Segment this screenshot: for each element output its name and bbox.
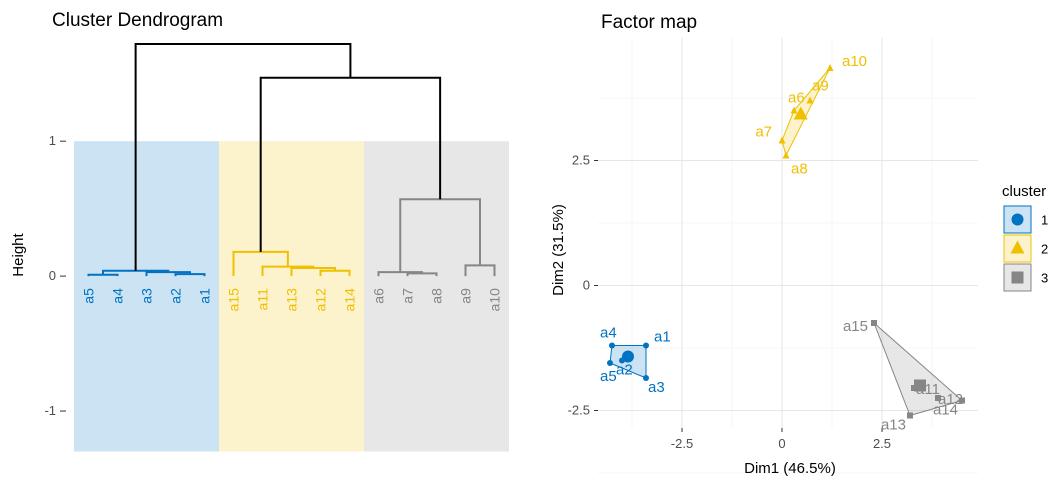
legend-marker-3 <box>1011 271 1024 284</box>
centroid-3 <box>914 379 926 392</box>
dendrogram-branch <box>134 43 352 271</box>
dendrogram-branch <box>145 271 191 277</box>
leaf-label: a5 <box>81 288 97 304</box>
leaf-label: a13 <box>284 288 300 312</box>
centroid-1 <box>622 350 634 363</box>
leaf-label: a14 <box>342 288 358 312</box>
x-axis-title: Dim1 (46.5%) <box>744 460 836 477</box>
leaf-label: a1 <box>197 288 213 304</box>
leaf-label: a8 <box>429 288 445 304</box>
y-tick-label: 0 <box>583 278 590 293</box>
leaf-label: a4 <box>110 288 126 304</box>
point-label-a6: a6 <box>788 90 805 107</box>
dendrogram-branch <box>261 265 315 277</box>
y-tick-label: -1 <box>44 403 56 418</box>
point-a13 <box>907 412 913 419</box>
leaf-label: a12 <box>313 288 329 312</box>
legend-label-3: 3 <box>1041 271 1048 286</box>
point-label-a10: a10 <box>842 53 867 70</box>
leaf-label: a6 <box>371 288 387 304</box>
point-a5 <box>607 360 613 366</box>
leaf-label: a15 <box>226 288 242 312</box>
leaf-label: a10 <box>487 288 503 312</box>
centroid-2 <box>793 106 808 120</box>
point-label-a5: a5 <box>600 368 617 385</box>
x-tick-label: -2.5 <box>671 436 693 451</box>
y-axis-title: Dim2 (31.5%) <box>550 204 567 296</box>
legend-marker-1 <box>1011 213 1024 226</box>
y-tick-label: 1 <box>49 133 56 148</box>
point-label-a2: a2 <box>616 362 633 379</box>
legend-label-1: 1 <box>1041 213 1048 228</box>
cluster-rect-2 <box>219 141 364 452</box>
dendrogram-branch <box>259 76 442 252</box>
cluster-hull-3 <box>873 322 964 417</box>
factor-map-panel: Factor map -2.5 0 2.5 -2.5 0 2.5 Dim1 (46.5%) Di… <box>550 12 978 477</box>
y-tick-label: 0 <box>49 268 56 283</box>
x-tick-label: 0 <box>778 436 785 451</box>
legend-label-2: 2 <box>1041 242 1048 257</box>
dendrogram-branch <box>377 271 423 277</box>
leaf-label: a3 <box>139 288 155 304</box>
legend: cluster 1 2 3 <box>1002 183 1048 292</box>
leaf-label: a7 <box>400 288 416 304</box>
point-a3 <box>643 375 649 381</box>
point-label-a12: a12 <box>938 391 963 408</box>
dendrogram-title: Cluster Dendrogram <box>52 10 223 31</box>
point-a12 <box>935 395 941 401</box>
point-label-a9: a9 <box>812 78 829 95</box>
y-tick-label: -2.5 <box>568 403 590 418</box>
dendrogram-ylabel: Height <box>10 232 27 276</box>
legend-title: cluster <box>1002 183 1046 200</box>
point-a15 <box>871 320 877 326</box>
cluster-rect-1 <box>74 141 219 452</box>
dendrogram-panel: Cluster Dendrogram Height -1 0 1 a5 a4 a3 a2 a1 a1… <box>10 10 509 452</box>
x-tick-label: 2.5 <box>873 436 891 451</box>
point-label-a4: a4 <box>600 325 617 342</box>
point-a8 <box>782 151 790 159</box>
leaf-label: a11 <box>255 288 271 311</box>
point-a7 <box>778 136 786 144</box>
leaf-label: a9 <box>458 288 474 304</box>
point-a4 <box>609 342 615 349</box>
point-a9 <box>806 96 814 104</box>
leaf-label: a2 <box>168 288 184 304</box>
point-a1 <box>643 342 649 349</box>
point-label-a1: a1 <box>654 329 671 346</box>
point-label-a7: a7 <box>755 124 772 141</box>
point-label-a15: a15 <box>843 318 868 335</box>
dendrogram-branch <box>290 267 336 277</box>
dendrogram-branch <box>406 272 438 277</box>
point-label-a14: a14 <box>933 402 958 419</box>
point-a14 <box>959 397 965 404</box>
cluster-rect-3 <box>364 141 509 452</box>
point-label-a13: a13 <box>881 417 906 434</box>
point-a10 <box>826 64 834 71</box>
factor-map-title: Factor map <box>601 12 697 33</box>
legend-marker-2 <box>1010 240 1025 254</box>
point-a6 <box>790 106 798 114</box>
point-label-a3: a3 <box>648 379 665 396</box>
y-tick-label: 2.5 <box>572 153 590 168</box>
point-label-a8: a8 <box>791 161 808 178</box>
dendrogram-branch <box>87 273 119 277</box>
